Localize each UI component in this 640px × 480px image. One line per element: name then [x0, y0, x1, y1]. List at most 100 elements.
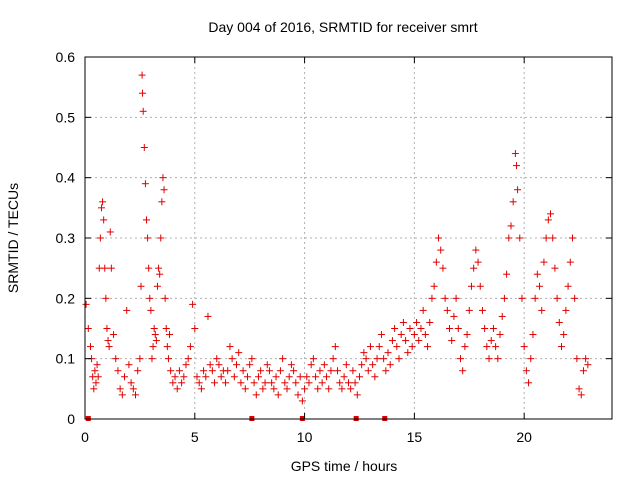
data-point — [243, 373, 251, 381]
data-point — [139, 107, 147, 115]
data-point — [84, 325, 92, 332]
data-point — [125, 361, 133, 369]
data-point — [138, 71, 146, 79]
data-point — [441, 294, 449, 302]
data-point — [353, 391, 361, 399]
data-point — [527, 355, 535, 363]
data-point — [467, 282, 475, 290]
data-point — [159, 174, 167, 182]
data-point — [152, 337, 160, 345]
data-point — [557, 343, 565, 351]
data-point — [136, 355, 144, 363]
data-point — [204, 312, 212, 320]
data-point — [342, 361, 350, 369]
data-point — [514, 186, 522, 194]
data-point — [235, 349, 243, 357]
y-tick-label: 0.1 — [56, 351, 76, 367]
data-point — [261, 379, 269, 387]
data-point — [94, 373, 102, 381]
data-point — [388, 337, 396, 345]
data-point — [162, 325, 170, 332]
data-point — [178, 379, 186, 387]
data-point — [246, 361, 254, 369]
data-point — [268, 379, 276, 387]
data-point — [371, 373, 379, 381]
data-point — [516, 234, 524, 242]
data-point — [509, 198, 517, 206]
data-point — [474, 258, 482, 266]
data-point — [329, 355, 337, 363]
data-point — [492, 343, 500, 351]
data-point — [107, 264, 115, 272]
data-point — [410, 331, 418, 339]
data-point — [92, 379, 100, 387]
data-point — [184, 355, 192, 363]
data-point — [327, 367, 335, 375]
data-point — [161, 294, 169, 302]
data-point — [252, 391, 260, 399]
data-point — [358, 361, 366, 369]
data-point — [112, 355, 120, 363]
data-point — [459, 367, 467, 375]
y-tick-label: 0.3 — [56, 230, 76, 246]
data-point — [157, 234, 165, 242]
data-point — [336, 379, 344, 387]
data-point — [369, 361, 377, 369]
data-point — [476, 282, 484, 290]
data-point — [228, 355, 236, 363]
data-point — [151, 331, 159, 339]
data-point — [213, 355, 221, 363]
data-point — [298, 397, 306, 405]
data-point — [347, 385, 355, 393]
data-point — [312, 373, 320, 381]
data-point — [171, 373, 179, 381]
data-point — [450, 312, 458, 320]
data-point — [494, 355, 502, 363]
data-point — [206, 361, 214, 369]
data-point — [430, 282, 438, 290]
data-point — [167, 367, 175, 375]
data-point — [230, 373, 238, 381]
x-tick-label: 15 — [407, 429, 423, 445]
data-point — [500, 294, 508, 302]
data-point — [419, 306, 427, 314]
data-point — [551, 264, 559, 272]
data-point — [314, 385, 322, 393]
data-point — [426, 318, 434, 326]
data-point — [93, 361, 101, 369]
data-point — [156, 270, 164, 278]
data-point — [461, 343, 469, 351]
data-point — [452, 294, 460, 302]
data-point — [118, 391, 126, 399]
data-point — [542, 234, 550, 242]
data-point — [417, 325, 425, 332]
data-point — [270, 385, 278, 393]
data-point — [331, 343, 339, 351]
data-point — [439, 264, 447, 272]
data-point — [191, 325, 199, 332]
data-point — [106, 228, 114, 236]
y-tick-label: 0 — [67, 411, 75, 427]
data-point — [169, 379, 177, 387]
data-point — [166, 331, 174, 339]
data-point — [226, 343, 234, 351]
data-point — [382, 367, 390, 375]
data-point — [421, 331, 429, 339]
data-point — [129, 385, 137, 393]
x-tick-label: 5 — [191, 429, 199, 445]
data-point — [82, 300, 90, 308]
data-point — [529, 331, 537, 339]
data-point — [360, 349, 368, 357]
data-point — [127, 379, 135, 387]
data-point — [163, 343, 171, 351]
data-point — [144, 234, 152, 242]
data-point — [250, 379, 258, 387]
data-point — [193, 373, 201, 381]
data-point — [564, 282, 572, 290]
data-point — [465, 306, 473, 314]
data-point — [139, 89, 147, 97]
data-point — [175, 367, 183, 375]
data-point — [134, 367, 142, 375]
data-point — [485, 355, 493, 363]
